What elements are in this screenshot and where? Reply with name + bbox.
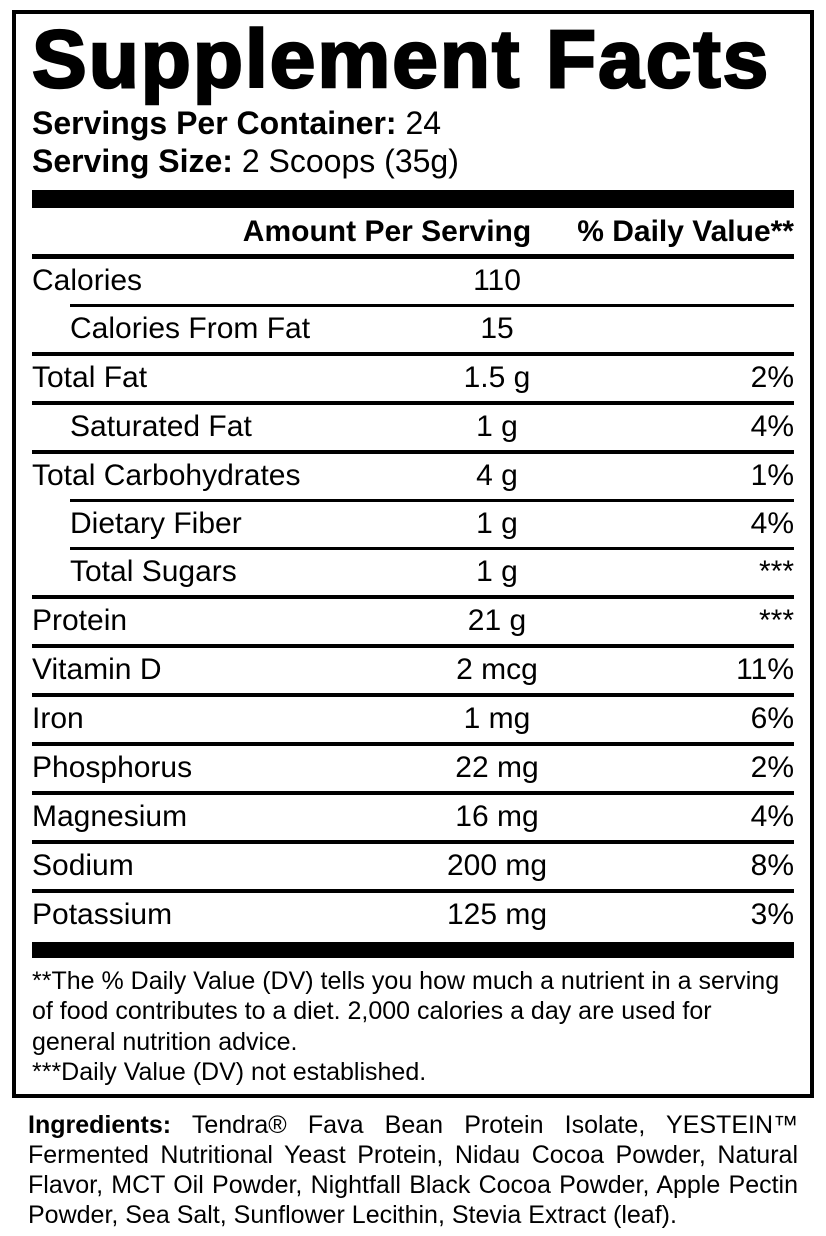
nutrient-dv: 4% <box>750 507 794 541</box>
nutrient-row-iron: Iron 1 mg 6% <box>32 697 794 742</box>
row-rule <box>32 449 794 454</box>
ingredients-label: Ingredients: <box>28 1110 172 1139</box>
nutrient-dv: 4% <box>750 410 794 444</box>
serving-size-value: 2 Scoops (35g) <box>241 142 459 179</box>
nutrient-amount: 1 mg <box>463 702 531 736</box>
nutrient-dv: 2% <box>750 751 794 785</box>
nutrient-amount: 2 mcg <box>456 653 538 687</box>
nutrient-name: Total Fat <box>32 361 148 395</box>
nutrient-dv: *** <box>758 555 794 589</box>
nutrient-row-total-fat: Total Fat 1.5 g 2% <box>32 356 794 401</box>
servings-per-container-label: Servings Per Container: <box>32 104 397 141</box>
nutrient-name: Total Sugars <box>70 555 237 589</box>
nutrient-name: Iron <box>32 702 84 736</box>
column-header-amount: Amount Per Serving <box>242 214 532 248</box>
row-rule <box>70 303 794 307</box>
column-header-daily-value: % Daily Value** <box>577 214 794 248</box>
nutrient-name: Calories From Fat <box>70 312 311 346</box>
row-rule <box>32 888 794 893</box>
row-rule <box>32 594 794 599</box>
nutrient-dv: 1% <box>750 459 794 493</box>
row-rule <box>32 351 794 356</box>
nutrient-dv: 3% <box>750 898 794 932</box>
footnotes: **The % Daily Value (DV) tells you how m… <box>32 958 794 1088</box>
nutrient-name: Phosphorus <box>32 751 193 785</box>
nutrient-row-saturated-fat: Saturated Fat 1 g 4% <box>32 405 794 450</box>
row-rule <box>32 741 794 746</box>
nutrient-name: Magnesium <box>32 800 188 834</box>
supplement-facts-panel: Supplement Facts Servings Per Container:… <box>12 10 814 1098</box>
nutrient-dv: 4% <box>750 800 794 834</box>
nutrient-amount: 16 mg <box>455 800 539 834</box>
nutrient-row-total-sugars: Total Sugars 1 g *** <box>32 550 794 595</box>
row-rule <box>32 643 794 648</box>
thick-rule-top <box>32 189 794 208</box>
row-rule <box>32 839 794 844</box>
nutrient-row-dietary-fiber: Dietary Fiber 1 g 4% <box>32 502 794 547</box>
nutrient-row-total-carbohydrates: Total Carbohydrates 4 g 1% <box>32 454 794 499</box>
nutrient-row-calories: Calories 110 <box>32 259 794 304</box>
nutrient-dv: 8% <box>750 849 794 883</box>
nutrient-name: Sodium <box>32 849 134 883</box>
row-rule <box>32 692 794 697</box>
nutrient-dv: 6% <box>750 702 794 736</box>
nutrient-row-vitamin-d: Vitamin D 2 mcg 11% <box>32 648 794 693</box>
serving-size: Serving Size: 2 Scoops (35g) <box>32 142 794 180</box>
nutrient-name: Calories <box>32 264 143 298</box>
nutrient-dv: 2% <box>750 361 794 395</box>
thick-rule-bottom <box>32 941 794 958</box>
panel-title: Supplement Facts <box>31 14 771 105</box>
nutrient-name: Potassium <box>32 898 173 932</box>
ingredients-text: Tendra® Fava Bean Protein Isolate, YESTE… <box>28 1110 798 1229</box>
footnote-not-established: ***Daily Value (DV) not established. <box>32 1058 427 1087</box>
nutrient-amount: 21 g <box>467 604 527 638</box>
nutrient-amount: 125 mg <box>446 898 548 932</box>
nutrient-row-phosphorus: Phosphorus 22 mg 2% <box>32 746 794 791</box>
header-rule <box>32 253 794 259</box>
table-header: Amount Per Serving % Daily Value** <box>32 208 794 254</box>
nutrient-amount: 1.5 g <box>463 361 531 395</box>
nutrient-row-calories-from-fat: Calories From Fat 15 <box>32 307 794 352</box>
row-rule <box>32 400 794 405</box>
nutrient-amount: 1 g <box>476 555 518 589</box>
nutrient-amount: 200 mg <box>446 849 548 883</box>
row-rule <box>70 498 794 502</box>
nutrient-dv: 11% <box>736 653 794 687</box>
nutrient-name: Dietary Fiber <box>70 507 242 541</box>
nutrient-row-sodium: Sodium 200 mg 8% <box>32 844 794 889</box>
nutrient-name: Vitamin D <box>32 653 162 687</box>
nutrient-row-potassium: Potassium 125 mg 3% <box>32 893 794 938</box>
nutrient-amount: 15 <box>480 312 514 346</box>
row-rule <box>32 790 794 795</box>
nutrient-amount: 1 g <box>476 410 518 444</box>
servings-per-container-value: 24 <box>405 104 442 141</box>
nutrient-amount: 1 g <box>476 507 518 541</box>
nutrient-amount: 110 <box>473 264 521 298</box>
servings-per-container: Servings Per Container: 24 <box>32 104 794 142</box>
nutrient-dv: *** <box>758 604 794 638</box>
ingredients-paragraph: Ingredients: Tendra® Fava Bean Protein I… <box>12 1110 814 1230</box>
nutrient-amount: 22 mg <box>455 751 539 785</box>
serving-size-label: Serving Size: <box>32 142 233 179</box>
nutrient-name: Total Carbohydrates <box>32 459 301 493</box>
nutrient-row-magnesium: Magnesium 16 mg 4% <box>32 795 794 840</box>
row-rule <box>70 546 794 550</box>
nutrient-amount: 4 g <box>476 459 518 493</box>
nutrient-name: Saturated Fat <box>70 410 252 444</box>
nutrient-row-protein: Protein 21 g *** <box>32 599 794 644</box>
footnote-daily-value: **The % Daily Value (DV) tells you how m… <box>32 966 780 1056</box>
nutrient-name: Protein <box>32 604 128 638</box>
